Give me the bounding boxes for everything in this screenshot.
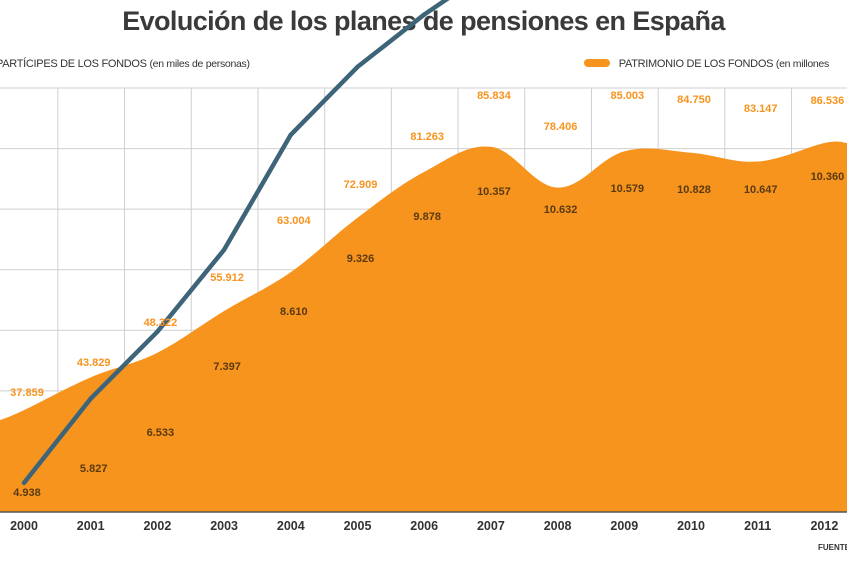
patrimonio-value-label: 78.406 [544, 121, 578, 133]
x-tick-label: 2000 [10, 519, 38, 533]
participes-value-label: 10.357 [477, 186, 511, 198]
x-tick-label: 2007 [477, 519, 505, 533]
participes-value-label: 10.579 [610, 183, 644, 195]
patrimonio-value-label: 86.536 [811, 95, 845, 107]
x-tick-label: 2001 [77, 519, 105, 533]
patrimonio-value-label: 85.003 [610, 90, 644, 102]
patrimonio-value-label: 81.263 [410, 131, 444, 143]
patrimonio-area [0, 141, 847, 512]
patrimonio-value-label: 63.004 [277, 215, 312, 227]
participes-value-label: 9.878 [413, 211, 441, 223]
patrimonio-value-label: 48.322 [144, 317, 178, 329]
participes-value-label: 10.828 [677, 184, 711, 196]
source-label: FUENTE [818, 543, 847, 552]
x-tick-label: 2008 [544, 519, 572, 533]
x-tick-label: 2005 [344, 519, 372, 533]
participes-value-label: 6.533 [147, 427, 175, 439]
patrimonio-value-label: 37.859 [10, 387, 44, 399]
patrimonio-value-label: 84.750 [677, 94, 711, 106]
patrimonio-value-label: 85.834 [477, 90, 512, 102]
x-tick-label: 2009 [610, 519, 638, 533]
x-tick-label: 2006 [410, 519, 438, 533]
participes-value-label: 4.938 [13, 487, 41, 499]
x-tick-label: 2002 [143, 519, 171, 533]
participes-point [422, 12, 427, 17]
patrimonio-value-label: 72.909 [344, 179, 378, 191]
participes-point [355, 64, 360, 70]
participes-value-label: 9.326 [347, 253, 375, 265]
patrimonio-value-label: 43.829 [77, 357, 111, 369]
legend-patrimonio-label: PATRIMONIO DE LOS FONDOS [618, 58, 774, 70]
participes-point [155, 329, 160, 334]
x-tick-label: 2012 [810, 519, 838, 533]
patrimonio-value-label: 55.912 [210, 272, 244, 284]
participes-point [88, 396, 93, 401]
legend-participes: PARTÍCIPES DE LOS FONDOS (en miles de pe… [0, 58, 250, 70]
participes-value-label: 5.827 [80, 463, 108, 475]
legend-patrimonio-unit: (en millones [775, 58, 829, 70]
patrimonio-value-label: 83.147 [744, 103, 778, 115]
participes-value-label: 10.647 [744, 184, 778, 196]
chart-title: Evolución de los planes de pensiones en … [122, 6, 725, 36]
legend-participes-unit: (en miles de personas) [149, 58, 250, 70]
participes-point [21, 480, 27, 486]
participes-value-label: 10.632 [544, 204, 578, 216]
legend-patrimonio-swatch [584, 59, 610, 68]
legend-patrimonio: PATRIMONIO DE LOS FONDOS (en millones [584, 58, 829, 70]
participes-value-label: 7.397 [213, 361, 241, 373]
x-tick-label: 2004 [277, 519, 305, 533]
participes-value-label: 10.360 [811, 171, 845, 183]
participes-point [288, 132, 293, 137]
participes-point [221, 247, 227, 252]
participes-value-label: 8.610 [280, 306, 308, 318]
x-tick-label: 2003 [210, 519, 238, 533]
legend-participes-label: PARTÍCIPES DE LOS FONDOS [0, 58, 147, 70]
x-tick-label: 2010 [677, 519, 705, 533]
x-tick-label: 2011 [744, 519, 771, 533]
